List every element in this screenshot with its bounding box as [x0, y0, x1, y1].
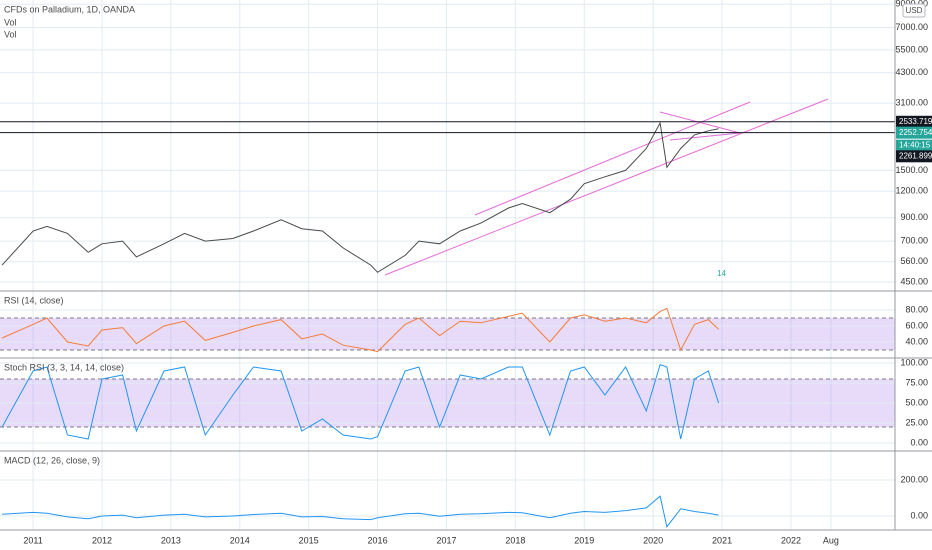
y-tick-label: 100.00: [900, 357, 928, 367]
y-tick-label: 3100.00: [895, 97, 928, 107]
pane-title: RSI (14, close): [4, 295, 64, 305]
y-tick-label: 450.00: [900, 276, 928, 286]
y-tick-label: 1200.00: [895, 185, 928, 195]
drawings: [384, 98, 829, 276]
series-line: [1, 307, 719, 353]
x-tick-label: Aug: [823, 535, 839, 545]
x-tick-label: 2021: [712, 535, 732, 545]
x-tick-label: 2015: [299, 535, 319, 545]
y-tick-label: 7000.00: [895, 22, 928, 32]
y-tick-label: 900.00: [900, 212, 928, 222]
vol-label: Vol: [4, 17, 17, 27]
y-tick-label: 4300.00: [895, 67, 928, 77]
y-tick-label: 0.00: [910, 510, 928, 520]
level-label: 2261.899: [899, 151, 932, 160]
x-tick-label: 2012: [92, 535, 112, 545]
x-tick-label: 2022: [781, 535, 801, 545]
y-tick-label: 50.00: [905, 397, 928, 407]
vol-label: Vol: [4, 29, 17, 39]
chart-title: CFDs on Palladium, 1D, OANDA: [4, 4, 135, 14]
y-tick-label: 560.00: [900, 256, 928, 266]
level-label: 2533.719: [899, 117, 932, 126]
countdown-box: [896, 139, 932, 151]
y-tick-label: 700.00: [900, 235, 928, 245]
currency[interactable]: USD: [906, 6, 923, 15]
channel-line: [474, 101, 751, 216]
y-tick-label: 40.00: [905, 336, 928, 346]
level-box: [896, 115, 932, 128]
plots: [0, 121, 895, 528]
y-tick-label: 0.00: [910, 437, 928, 447]
x-tick-label: 2017: [436, 535, 456, 545]
pane-title: MACD (12, 26, close, 9): [4, 455, 100, 465]
x-tick-label: 2016: [368, 535, 388, 545]
triangle-line: [659, 111, 741, 134]
band: [0, 318, 895, 350]
x-tick-label: 2013: [161, 535, 181, 545]
level-box: [896, 150, 932, 163]
currency-box[interactable]: [902, 3, 926, 18]
triangle-line: [669, 132, 741, 141]
y-tick-label: 5500.00: [895, 44, 928, 54]
series-line: [1, 363, 720, 440]
x-tick-label: 2011: [23, 535, 42, 545]
x-tick-label: 2018: [505, 535, 525, 545]
x-tick-label: 2014: [230, 535, 250, 545]
y-tick-label: 25.00: [905, 417, 928, 427]
level-label: 2252.754: [899, 128, 932, 137]
y-tick-label: 80.00: [905, 304, 928, 314]
y-tick-label: 200.00: [900, 474, 928, 484]
series-line: [1, 121, 719, 273]
y-tick-label: 1500.00: [895, 165, 928, 175]
x-tick-label: 2019: [574, 535, 594, 545]
pane-title: Stoch RSI (3, 3, 14, 14, close): [4, 362, 124, 372]
x-tick-label: 2020: [643, 535, 663, 545]
level-box: [896, 126, 932, 139]
volume-marker: 14: [717, 269, 726, 278]
channel-line: [384, 98, 829, 276]
y-tick-label: 60.00: [905, 320, 928, 330]
series-line: [2, 495, 719, 528]
countdown: 14:40:15: [899, 140, 931, 149]
grid: [0, 0, 932, 530]
y-tick-label: 75.00: [905, 377, 928, 387]
